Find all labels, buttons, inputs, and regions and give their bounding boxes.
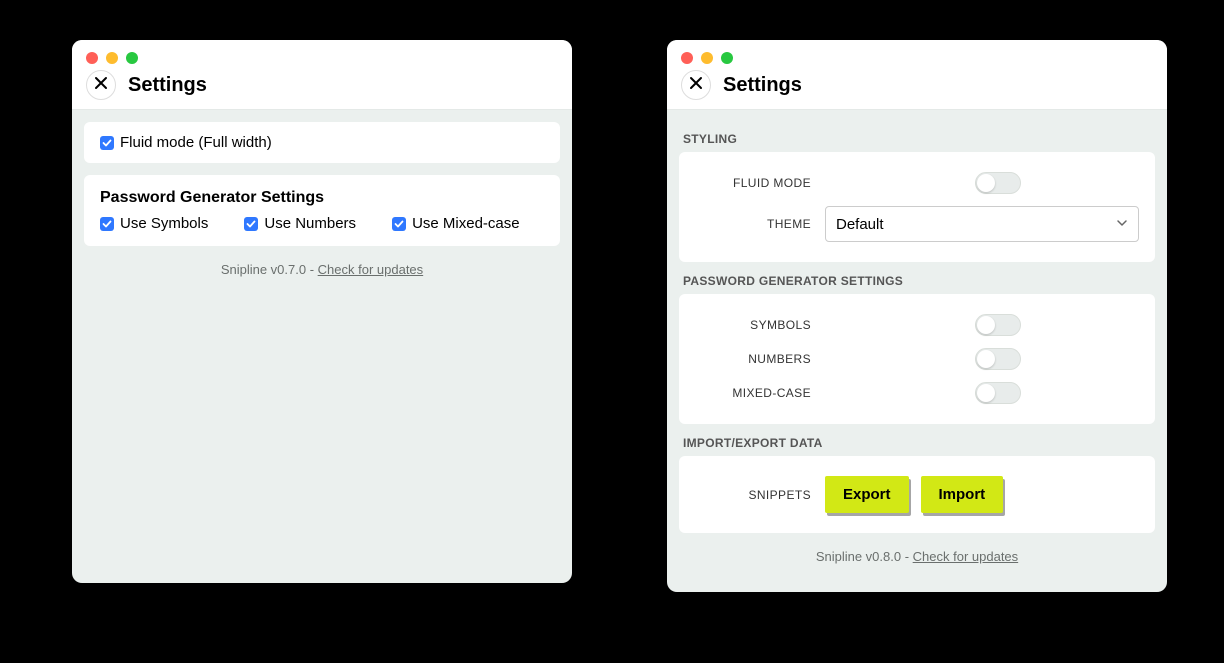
traffic-lights bbox=[86, 50, 558, 64]
theme-label: THEME bbox=[695, 217, 825, 231]
export-button[interactable]: Export bbox=[825, 476, 909, 513]
footer: Snipline v0.7.0 - Check for updates bbox=[84, 258, 560, 287]
fluid-label: Fluid mode (Full width) bbox=[120, 134, 272, 151]
numbers-checkbox[interactable] bbox=[244, 217, 258, 231]
close-icon bbox=[94, 76, 108, 95]
numbers-toggle[interactable] bbox=[975, 348, 1021, 370]
window-title: Settings bbox=[128, 74, 207, 97]
titlebar: Settings bbox=[667, 40, 1167, 110]
snippets-label: SNIPPETS bbox=[695, 488, 825, 502]
fluid-checkbox[interactable] bbox=[100, 136, 114, 150]
traffic-lights bbox=[681, 50, 1153, 64]
symbols-checkbox[interactable] bbox=[100, 217, 114, 231]
traffic-close-icon[interactable] bbox=[681, 52, 693, 64]
numbers-label: NUMBERS bbox=[695, 352, 825, 366]
pwgen-card: SYMBOLS NUMBERS MIXED-CASE bbox=[679, 294, 1155, 424]
styling-card: FLUID MODE THEME Default bbox=[679, 152, 1155, 262]
pwgen-heading: Password Generator Settings bbox=[100, 189, 544, 207]
traffic-minimize-icon[interactable] bbox=[106, 52, 118, 64]
close-button[interactable] bbox=[86, 70, 116, 100]
symbols-toggle[interactable] bbox=[975, 314, 1021, 336]
section-io: IMPORT/EXPORT DATA bbox=[683, 436, 1151, 450]
symbols-label: Use Symbols bbox=[120, 215, 208, 232]
section-pwgen: PASSWORD GENERATOR SETTINGS bbox=[683, 274, 1151, 288]
check-icon bbox=[102, 138, 112, 148]
fluid-card: Fluid mode (Full width) bbox=[84, 122, 560, 163]
mixedcase-checkbox[interactable] bbox=[392, 217, 406, 231]
fluid-label: FLUID MODE bbox=[695, 176, 825, 190]
pwgen-card: Password Generator Settings Use Symbols … bbox=[84, 175, 560, 246]
check-updates-link[interactable]: Check for updates bbox=[318, 262, 424, 277]
traffic-minimize-icon[interactable] bbox=[701, 52, 713, 64]
close-icon bbox=[689, 76, 703, 95]
numbers-label: Use Numbers bbox=[264, 215, 356, 232]
toggle-knob bbox=[977, 350, 995, 368]
chevron-down-icon bbox=[1116, 216, 1128, 233]
settings-window-old: Settings Fluid mode (Full width) Passwor… bbox=[72, 40, 572, 583]
fluid-toggle[interactable] bbox=[975, 172, 1021, 194]
check-icon bbox=[394, 219, 404, 229]
version-text: Snipline v0.7.0 - bbox=[221, 262, 318, 277]
toggle-knob bbox=[977, 316, 995, 334]
mixedcase-toggle[interactable] bbox=[975, 382, 1021, 404]
symbols-label: SYMBOLS bbox=[695, 318, 825, 332]
check-updates-link[interactable]: Check for updates bbox=[913, 549, 1019, 564]
theme-select[interactable]: Default bbox=[825, 206, 1139, 242]
traffic-close-icon[interactable] bbox=[86, 52, 98, 64]
toggle-knob bbox=[977, 174, 995, 192]
toggle-knob bbox=[977, 384, 995, 402]
content-area: STYLING FLUID MODE THEME Default PASSWOR… bbox=[667, 110, 1167, 586]
mixedcase-label: Use Mixed-case bbox=[412, 215, 520, 232]
import-button[interactable]: Import bbox=[921, 476, 1004, 513]
content-area: Fluid mode (Full width) Password Generat… bbox=[72, 110, 572, 299]
traffic-zoom-icon[interactable] bbox=[721, 52, 733, 64]
check-icon bbox=[102, 219, 112, 229]
check-icon bbox=[246, 219, 256, 229]
traffic-zoom-icon[interactable] bbox=[126, 52, 138, 64]
section-styling: STYLING bbox=[683, 132, 1151, 146]
theme-value: Default bbox=[836, 216, 884, 233]
window-title: Settings bbox=[723, 74, 802, 97]
settings-window-new: Settings STYLING FLUID MODE THEME Defaul… bbox=[667, 40, 1167, 592]
footer: Snipline v0.8.0 - Check for updates bbox=[679, 545, 1155, 574]
mixedcase-label: MIXED-CASE bbox=[695, 386, 825, 400]
io-card: SNIPPETS Export Import bbox=[679, 456, 1155, 533]
close-button[interactable] bbox=[681, 70, 711, 100]
titlebar: Settings bbox=[72, 40, 572, 110]
version-text: Snipline v0.8.0 - bbox=[816, 549, 913, 564]
